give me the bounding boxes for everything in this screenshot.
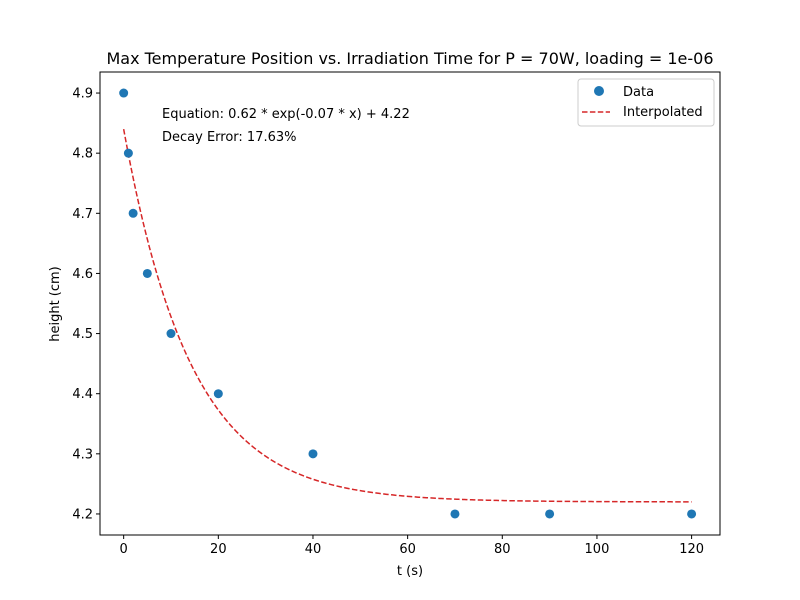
equation-annotation: Equation: 0.62 * exp(-0.07 * x) + 4.22: [162, 107, 410, 122]
x-axis-label: t (s): [397, 564, 423, 579]
x-tick-label: 0: [120, 542, 128, 557]
x-tick-label: 20: [210, 542, 227, 557]
data-point: [450, 509, 460, 519]
legend: Data Interpolated: [577, 78, 715, 127]
y-axis-label: height (cm): [48, 266, 63, 342]
legend-interpolated-label: Interpolated: [623, 105, 703, 120]
data-point: [119, 88, 129, 98]
y-tick-label: 4.9: [72, 87, 93, 102]
y-tick-label: 4.5: [72, 327, 93, 342]
x-tick-label: 100: [585, 542, 610, 557]
data-point: [213, 389, 223, 399]
x-tick-label: 120: [679, 542, 704, 557]
data-point: [308, 449, 318, 459]
data-point: [142, 268, 152, 278]
x-tick-label: 40: [305, 542, 322, 557]
y-tick-label: 4.2: [72, 507, 93, 522]
chart-title: Max Temperature Position vs. Irradiation…: [106, 49, 713, 68]
y-axis: 4.2 4.3 4.4 4.5 4.6 4.7 4.8 4.9: [72, 87, 100, 522]
x-tick-label: 80: [494, 542, 511, 557]
legend-data-marker: [594, 86, 604, 96]
legend-data-label: Data: [623, 85, 654, 100]
legend-box: [577, 78, 715, 127]
y-tick-label: 4.7: [72, 207, 93, 222]
y-tick-label: 4.8: [72, 147, 93, 162]
x-tick-label: 60: [399, 542, 416, 557]
data-point: [123, 148, 133, 158]
y-tick-label: 4.6: [72, 267, 93, 282]
y-tick-label: 4.4: [72, 387, 93, 402]
plot-area: [119, 88, 697, 519]
x-axis: 0 20 40 60 80 100 120: [120, 535, 704, 557]
interpolated-curve: [122, 128, 692, 503]
data-point: [545, 509, 555, 519]
axes-frame: [99, 71, 721, 536]
data-point: [128, 208, 138, 218]
data-point: [687, 509, 697, 519]
y-tick-label: 4.3: [72, 447, 93, 462]
data-point: [166, 329, 176, 339]
decay-error-annotation: Decay Error: 17.63%: [162, 130, 297, 145]
